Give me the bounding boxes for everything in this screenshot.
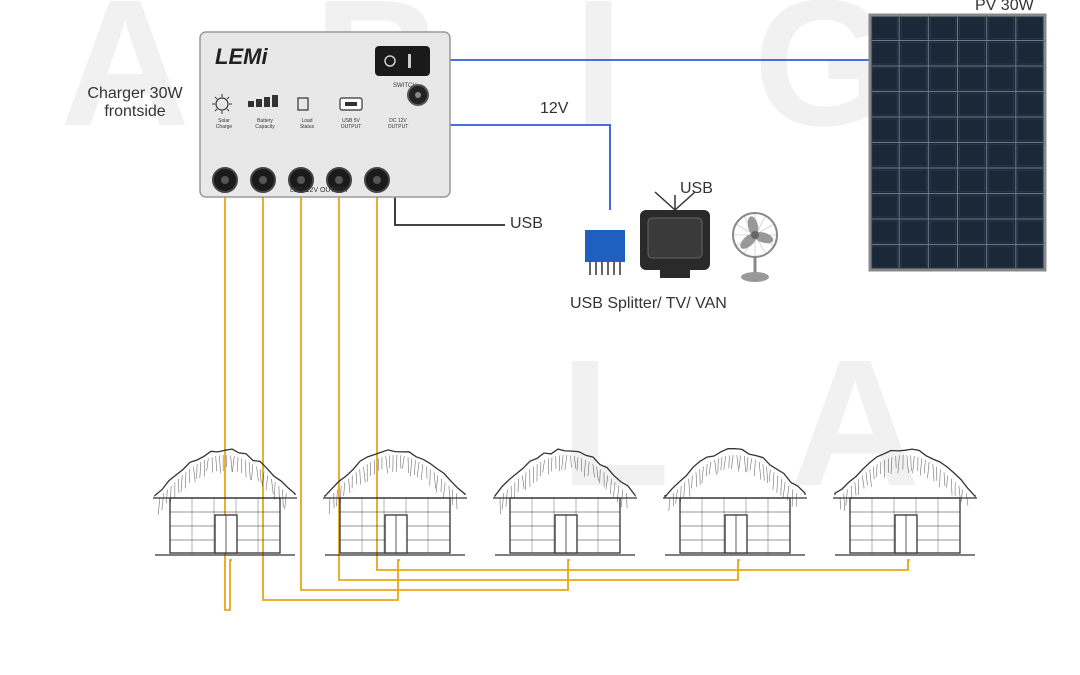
svg-text:DC 12VOUTPUT: DC 12VOUTPUT <box>388 118 409 130</box>
charger-label: Charger 30W frontside <box>75 85 195 121</box>
wire-led-2 <box>301 195 570 590</box>
pv-panel <box>870 15 1045 270</box>
v12-label: 12V <box>540 100 568 118</box>
charger-label-line1: Charger 30W <box>87 85 182 102</box>
devices-group <box>585 192 777 282</box>
house-4 <box>833 449 977 555</box>
pv-label: PV 30W <box>975 0 1034 15</box>
wire-led-1 <box>263 195 400 600</box>
house-3 <box>663 449 807 555</box>
usb-dev-label: USB <box>680 180 713 198</box>
splitter-label: USB Splitter/ TV/ VAN <box>570 295 727 313</box>
power-switch[interactable] <box>375 46 430 76</box>
charger-unit: LEMiSWITCHSolarChargeBatteryCapacityLoad… <box>200 32 450 197</box>
house-2 <box>493 449 637 555</box>
usb-splitter-icon <box>585 230 625 262</box>
led-output-label: LED 12V OUTPUT <box>290 187 349 194</box>
svg-text:USB 5VOUTPUT: USB 5VOUTPUT <box>341 118 362 130</box>
house-1 <box>323 450 467 555</box>
charger-label-line2: frontside <box>104 103 165 120</box>
charger-brand: LEMi <box>215 44 268 69</box>
svg-text:LoadStatus: LoadStatus <box>300 118 315 130</box>
usb-out-label: USB <box>510 215 543 233</box>
svg-text:BatteryCapacity: BatteryCapacity <box>255 118 275 130</box>
